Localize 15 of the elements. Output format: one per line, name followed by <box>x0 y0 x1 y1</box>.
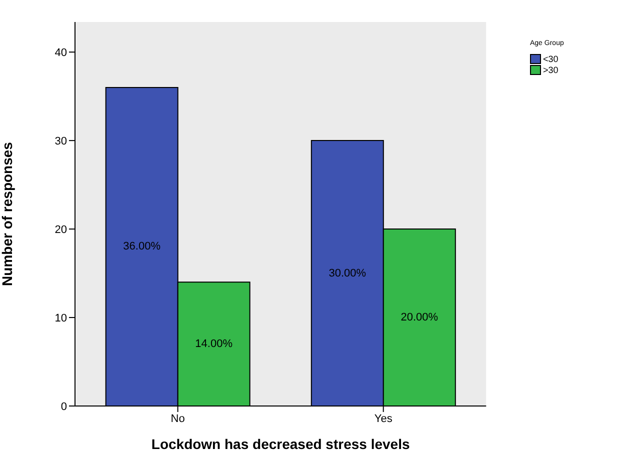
data-label: 20.00% <box>400 312 438 324</box>
y-tick-label: 30 <box>54 135 67 148</box>
x-axis-title: Lockdown has decreased stress levels <box>151 436 410 452</box>
y-tick-label: 20 <box>54 224 67 236</box>
data-label: 36.00% <box>123 240 161 253</box>
x-tick-label: No <box>170 412 185 425</box>
data-label: 30.00% <box>328 267 366 280</box>
y-tick-label: 10 <box>54 312 67 324</box>
legend-label: <30 <box>543 54 558 64</box>
data-label: 14.00% <box>195 338 233 350</box>
legend-label: >30 <box>543 64 558 74</box>
x-tick-label: Yes <box>374 412 393 425</box>
y-tick-label: 0 <box>60 400 67 413</box>
y-axis-title: Number of responses <box>0 142 15 286</box>
y-tick-label: 40 <box>54 46 67 59</box>
